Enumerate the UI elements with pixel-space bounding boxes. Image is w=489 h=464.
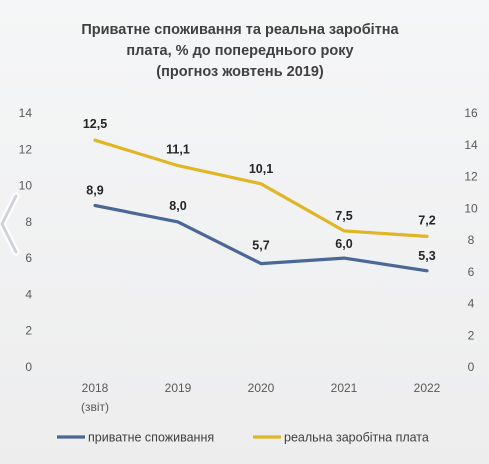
x-tick-label: 2018 [82,381,109,395]
chevron-left-icon[interactable] [0,192,20,256]
x-tick-label: 2019 [165,381,192,395]
y-right-tick-label: 16 [464,106,478,120]
data-labels: 8,9 8,0 5,7 6,0 5,3 12,5 11,1 10,1 7,5 7,2 [83,117,436,263]
x-tick-label: 2020 [248,381,275,395]
y-left-tick-label: 8 [25,215,32,229]
y-left-tick-label: 10 [19,179,33,193]
y-right-tick-label: 2 [468,328,475,342]
x-tick-sublabel: (звіт) [81,400,109,414]
y-axis-right: 0 2 4 6 8 10 12 14 16 [464,106,478,374]
y-left-tick-label: 0 [25,360,32,374]
x-axis: 2018 (звіт) 2019 2020 2021 2022 [81,381,441,414]
data-label: 7,5 [335,209,352,223]
y-right-tick-label: 12 [464,170,478,184]
legend-label-2: реальна заробітна плата [284,431,429,445]
y-left-tick-label: 6 [25,251,32,265]
series-lines [93,138,429,273]
y-left-tick-label: 4 [25,287,32,301]
chart-title-line-2: плата, % до попереднього року [126,43,354,59]
series-line-2 [93,138,429,238]
data-label: 12,5 [83,117,107,131]
y-right-tick-label: 0 [468,360,475,374]
legend-label-1: приватне споживання [88,431,214,445]
data-label: 5,3 [418,249,435,263]
chart-title-line-3: (прогноз жовтень 2019) [156,64,324,80]
x-tick-label: 2021 [331,381,358,395]
data-label: 8,0 [169,199,186,213]
x-tick-label: 2022 [414,381,441,395]
y-left-tick-label: 12 [19,142,33,156]
y-right-tick-label: 8 [468,233,475,247]
y-axis-left: 0 2 4 6 8 10 12 14 [19,106,33,374]
y-right-tick-label: 14 [464,138,478,152]
y-right-tick-label: 4 [468,297,475,311]
data-label: 5,7 [252,239,269,253]
y-right-tick-label: 10 [464,201,478,215]
y-right-tick-label: 6 [468,265,475,279]
data-label: 10,1 [249,162,273,176]
data-label: 7,2 [418,213,435,227]
chart-title: Приватне споживання та реальна заробітна… [40,20,440,83]
y-left-tick-label: 2 [25,324,32,338]
legend: приватне споживання реальна заробітна пла… [57,431,429,445]
y-left-tick-label: 14 [19,106,33,120]
chart-title-line-1: Приватне споживання та реальна заробітна [81,22,399,38]
data-label: 6,0 [335,237,352,251]
series-line-1 [93,203,429,273]
data-label: 11,1 [166,143,190,157]
data-label: 8,9 [86,184,103,198]
